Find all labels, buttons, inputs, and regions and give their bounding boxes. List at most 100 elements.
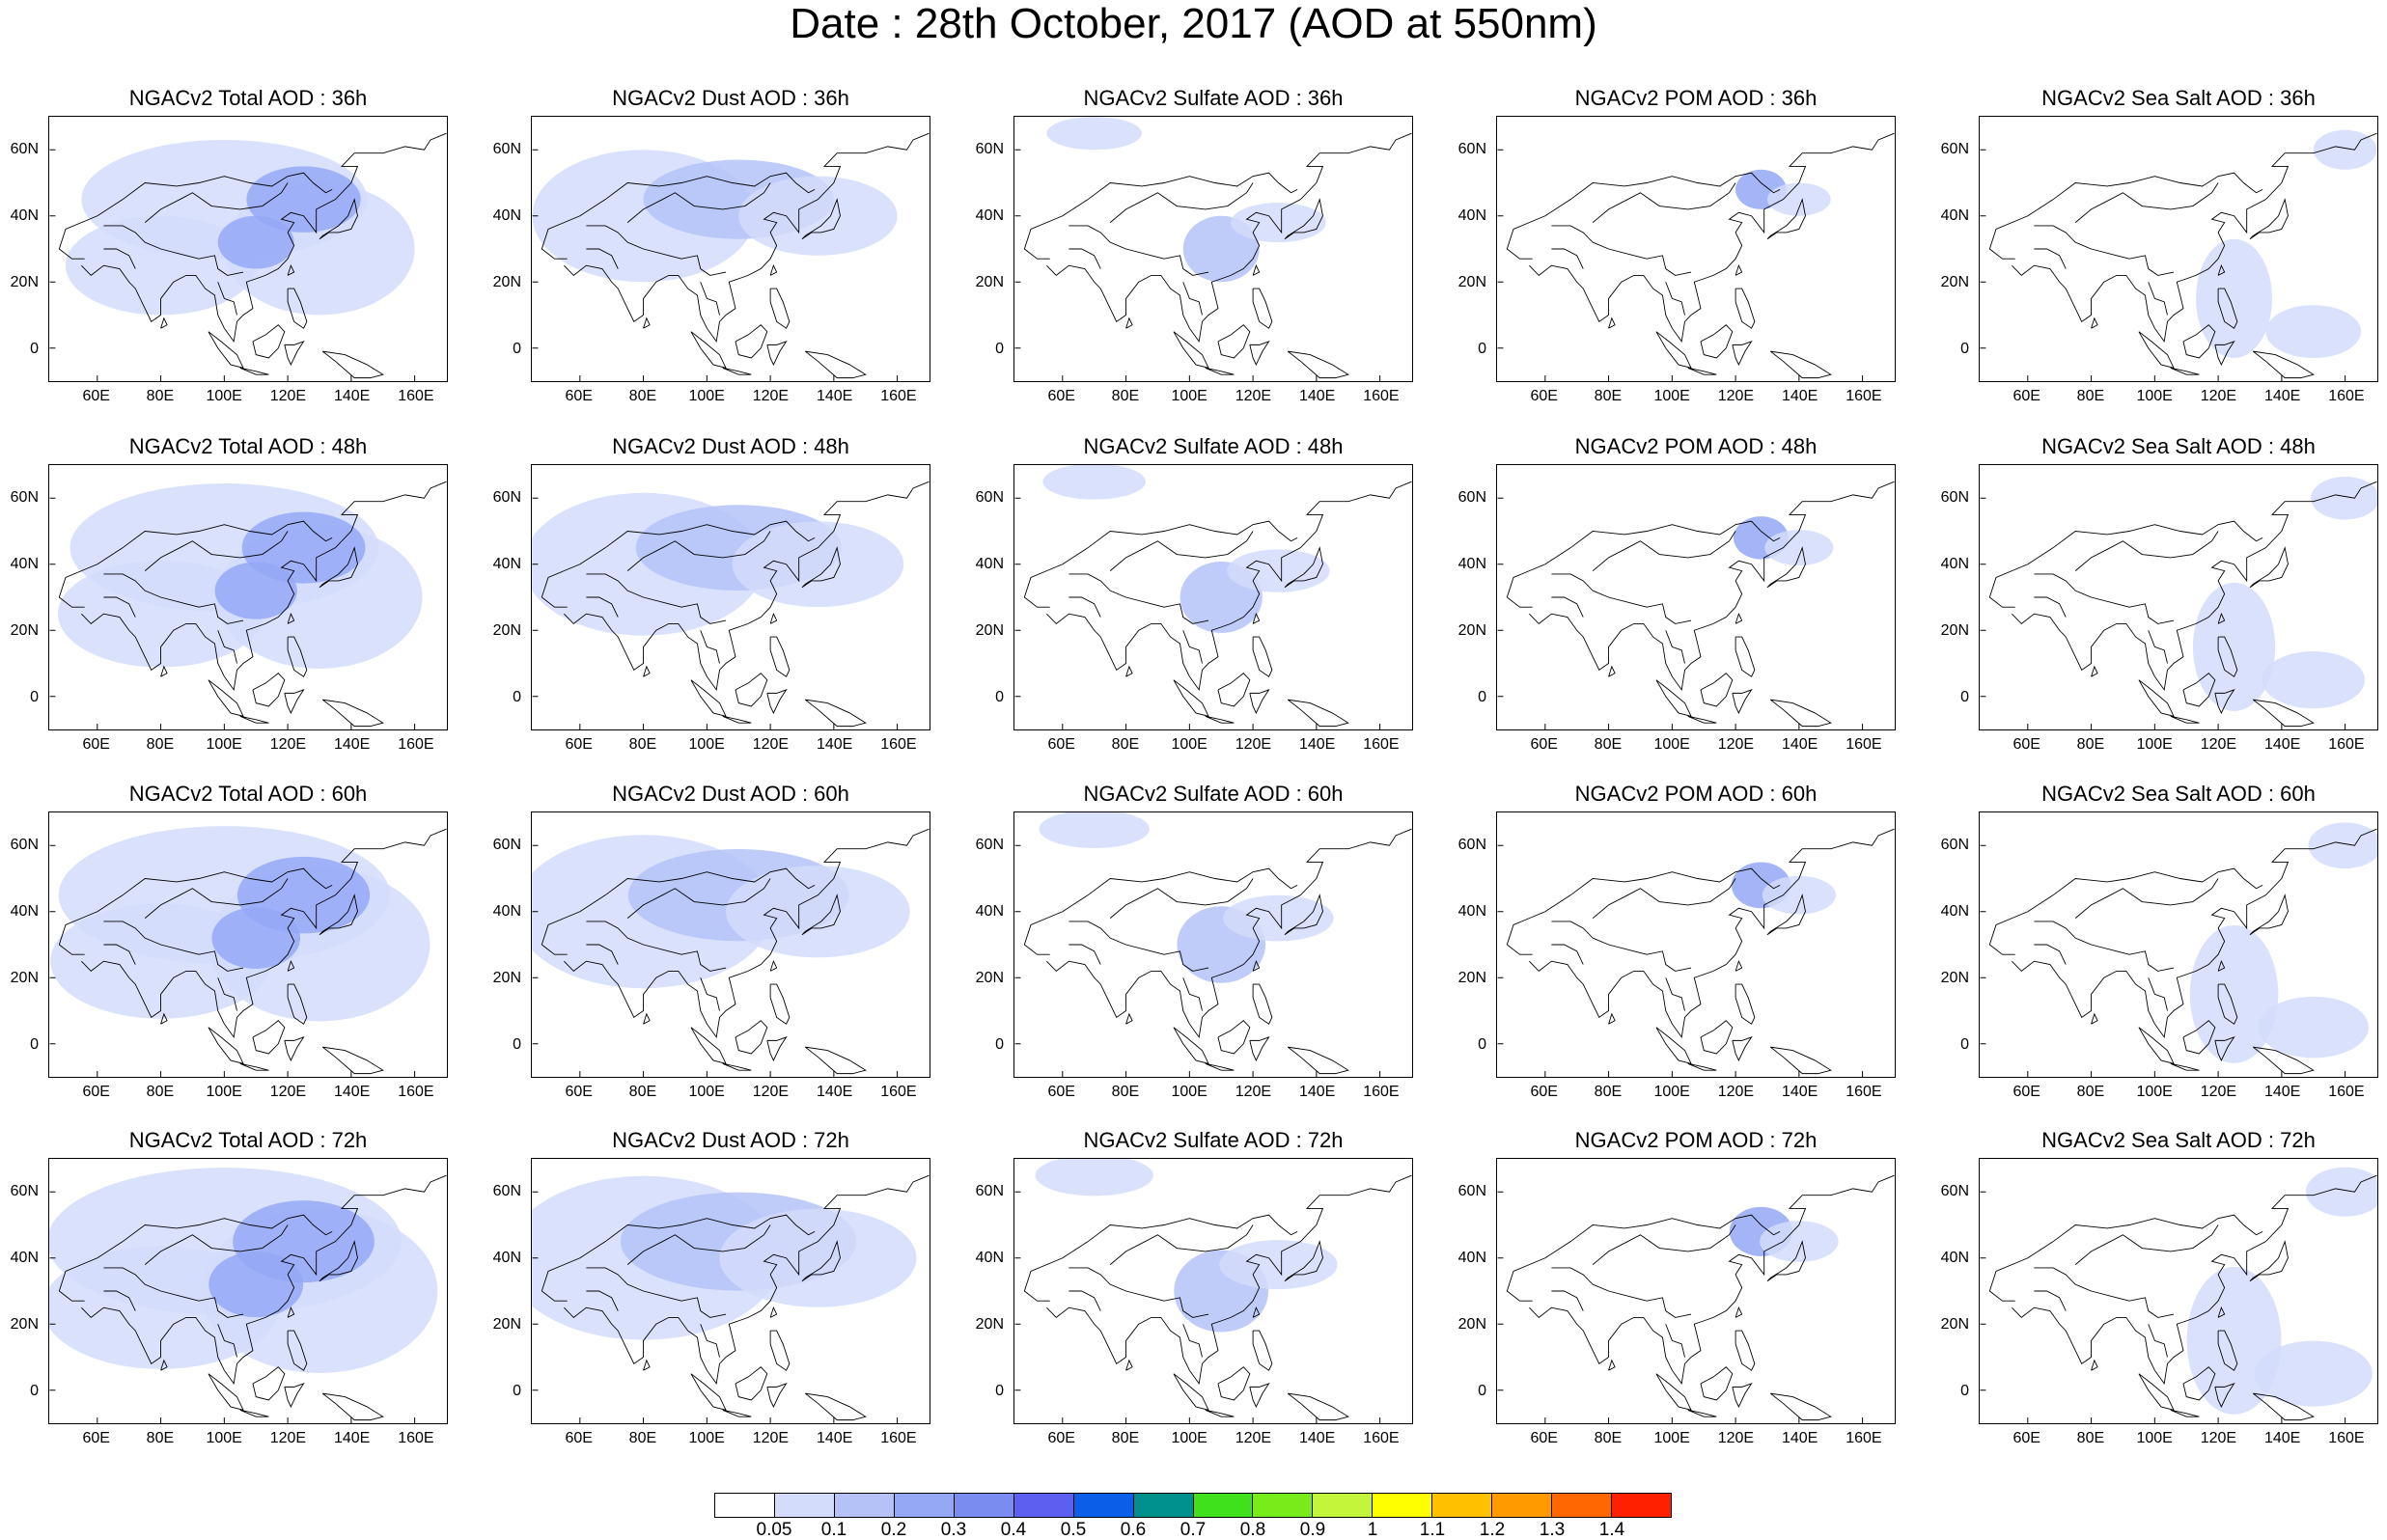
lon-tick-label: 60E — [2012, 1430, 2040, 1446]
coastline — [2214, 1036, 2235, 1061]
lat-tick-label: 0 — [30, 340, 39, 357]
coastline — [1989, 248, 2015, 260]
lon-tick-label: 100E — [1653, 736, 1690, 753]
coastline — [1109, 878, 1254, 919]
lon-tick-label: 80E — [146, 736, 175, 753]
map-panel: NGACv2 Total AOD : 36h 60N 40N 20N 0 60E 80E 10… — [0, 87, 483, 405]
coastline — [1023, 867, 1298, 946]
coastline — [586, 248, 619, 269]
lon-tick-label: 60E — [565, 388, 593, 404]
coastline — [1766, 894, 1806, 936]
lat-tick-label: 20N — [10, 273, 39, 290]
coastline — [1732, 689, 1753, 714]
map-panel: NGACv2 POM AOD : 48h 60N 40N 20N 0 60E 80E 100E… — [1448, 435, 1930, 754]
coastline — [1608, 316, 1616, 329]
lon-tick-label: 160E — [880, 388, 917, 404]
coastline — [801, 894, 841, 936]
panel-title: NGACv2 Total AOD : 48h — [128, 434, 368, 458]
colorbar-label: 0.3 — [940, 1520, 967, 1540]
panel-title: NGACv2 Sea Salt AOD : 60h — [2041, 782, 2316, 806]
map-panel: NGACv2 Total AOD : 60h 60N 40N 20N 0 60E 80E 10… — [0, 783, 483, 1101]
lon-tick-label: 80E — [2076, 736, 2105, 753]
coastline — [208, 331, 244, 369]
lat-tick-label: 60N — [10, 140, 39, 157]
lat-tick-label: 60N — [1940, 1182, 1969, 1199]
coastline — [321, 1046, 384, 1075]
map-panel: NGACv2 Sea Salt AOD : 48h 60N 40N 20N 0 60E 80… — [1930, 435, 2387, 754]
coastline — [700, 1324, 720, 1358]
coastline — [690, 679, 727, 717]
map-canvas — [1497, 1174, 1895, 1423]
lon-tick-label: 160E — [398, 736, 434, 753]
lat-tick-label: 0 — [30, 1035, 39, 1053]
coastline — [2217, 263, 2226, 276]
panel-title: NGACv2 Sea Salt AOD : 36h — [2041, 86, 2316, 110]
coastline — [1287, 699, 1349, 728]
lon-tick-label: 60E — [565, 736, 593, 753]
aod-field-patch — [2262, 651, 2366, 709]
lon-tick-label: 120E — [1235, 1084, 1272, 1100]
coastline — [2091, 1359, 2098, 1371]
coastline — [1252, 983, 1273, 1025]
coastline — [58, 172, 333, 250]
colorbar-swatch — [774, 1494, 835, 1517]
coastline — [1665, 630, 1685, 664]
map-canvas — [532, 828, 930, 1077]
coastline — [239, 1409, 269, 1417]
coastline — [2034, 944, 2067, 965]
coastline — [1069, 573, 1209, 624]
coastline — [239, 1062, 269, 1071]
lon-tick-label: 100E — [2136, 736, 2173, 753]
lat-tick-label: 0 — [1960, 340, 1969, 357]
coastline — [1023, 1214, 1298, 1292]
coastline — [103, 596, 136, 618]
lat-tick-label: 0 — [1478, 340, 1486, 357]
coastline — [1069, 248, 1101, 269]
coastline — [586, 1290, 619, 1311]
map-panel: NGACv2 Total AOD : 48h 60N 40N 20N 0 60E 80E 10… — [0, 435, 483, 754]
lon-tick-label: 100E — [1653, 1084, 1690, 1100]
coastline — [2170, 1409, 2200, 1417]
coastline — [541, 248, 568, 260]
map-frame — [1979, 116, 2378, 382]
coastline — [2148, 630, 2168, 664]
lon-tick-label: 60E — [1530, 1430, 1558, 1446]
map-frame — [1013, 464, 1413, 730]
lon-tick-label: 120E — [1717, 1430, 1755, 1446]
coastline — [1046, 481, 1412, 692]
panel-title: NGACv2 POM AOD : 72h — [1574, 1128, 1818, 1152]
lon-tick-label: 140E — [1298, 388, 1336, 404]
lon-tick-label: 140E — [1781, 1430, 1818, 1446]
coastline — [284, 689, 305, 714]
lon-tick-label: 60E — [1047, 1430, 1075, 1446]
map-panel: NGACv2 Dust AOD : 60h 60N 40N 20N 0 60E 80E 100… — [483, 783, 965, 1101]
coastline — [1769, 699, 1832, 728]
lon-tick-label: 160E — [1363, 388, 1400, 404]
coastline — [2034, 225, 2175, 276]
lat-tick-label: 40N — [1457, 206, 1486, 224]
coastline — [1069, 944, 1101, 965]
coastline — [564, 481, 930, 692]
coastline — [804, 1392, 867, 1421]
coastline — [2214, 341, 2235, 366]
lat-tick-label: 20N — [492, 1315, 521, 1333]
lon-tick-label: 80E — [2076, 1430, 2105, 1446]
coastline — [2074, 531, 2219, 571]
coastline — [1988, 172, 2263, 250]
coastline — [2252, 1392, 2315, 1421]
coastline — [217, 630, 237, 664]
lon-tick-label: 80E — [1111, 736, 1140, 753]
lat-tick-label: 60N — [492, 140, 521, 157]
aod-field-patch — [2265, 305, 2362, 359]
coastline — [541, 596, 568, 608]
coastline — [586, 573, 727, 624]
coastline — [252, 324, 286, 359]
coastline — [769, 288, 791, 329]
coastline — [217, 282, 237, 316]
coastline — [769, 263, 778, 276]
map-panel: NGACv2 Sea Salt AOD : 60h 60N 40N 20N 0 60E 80… — [1930, 783, 2387, 1101]
lon-tick-label: 160E — [1363, 1084, 1400, 1100]
panel-title: NGACv2 POM AOD : 36h — [1574, 86, 1818, 110]
lat-tick-label: 40N — [1457, 555, 1486, 572]
coastline — [1665, 1324, 1685, 1358]
